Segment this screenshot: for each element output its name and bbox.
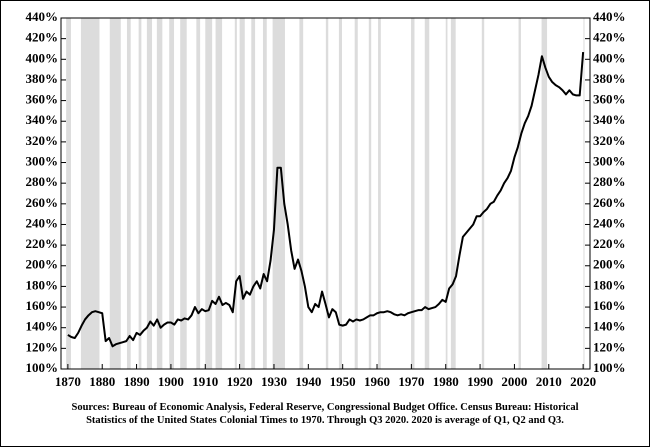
x-tick-label: 1880: [89, 374, 115, 389]
y-tick-label: 140%: [26, 319, 59, 334]
y-tick-label: 240%: [26, 215, 59, 230]
recession-band: [215, 18, 223, 369]
y-tick-label: 160%: [26, 298, 59, 313]
recession-band: [146, 18, 153, 369]
y-tick-label: 200%: [26, 257, 59, 272]
y2-tick-label: 420%: [593, 30, 626, 45]
y-tick-label: 100%: [26, 360, 59, 375]
y2-tick-label: 100%: [593, 360, 626, 375]
y-tick-label: 360%: [26, 92, 59, 107]
recession-band: [196, 18, 201, 369]
recession-band: [354, 18, 358, 369]
y2-tick-label: 180%: [593, 277, 626, 292]
recession-band: [518, 18, 521, 369]
y2-tick-label: 120%: [593, 339, 626, 354]
recession-band: [180, 18, 187, 369]
recession-band: [80, 18, 100, 369]
recession-band: [156, 18, 163, 369]
y-tick-label: 260%: [26, 195, 59, 210]
x-tick-label: 1950: [330, 374, 356, 389]
recession-band: [368, 18, 372, 369]
y2-tick-label: 280%: [593, 174, 626, 189]
recession-band: [169, 18, 175, 369]
x-tick-label: 2010: [536, 374, 562, 389]
y2-tick-label: 260%: [593, 195, 626, 210]
x-tick-label: 1870: [55, 374, 81, 389]
recession-band: [239, 18, 245, 369]
y2-tick-label: 300%: [593, 154, 626, 169]
y-tick-label: 300%: [26, 154, 59, 169]
x-tick-label: 1890: [124, 374, 150, 389]
y-tick-label: 420%: [26, 30, 59, 45]
recession-band: [66, 18, 71, 369]
source-note: Sources: Bureau of Economic Analysis, Fe…: [0, 401, 650, 427]
y2-tick-label: 220%: [593, 236, 626, 251]
y2-tick-label: 400%: [593, 50, 626, 65]
recession-band: [205, 18, 213, 369]
recession-band: [272, 18, 285, 369]
x-tick-label: 1970: [398, 374, 424, 389]
y-tick-label: 280%: [26, 174, 59, 189]
x-tick-label: 2020: [570, 374, 596, 389]
recession-band: [299, 18, 304, 369]
recession-band: [109, 18, 121, 369]
recession-band: [338, 18, 342, 369]
source-line: Sources: Bureau of Economic Analysis, Fe…: [71, 402, 579, 413]
y-tick-label: 220%: [26, 236, 59, 251]
y2-tick-label: 340%: [593, 112, 626, 127]
y2-tick-label: 360%: [593, 92, 626, 107]
y2-tick-label: 140%: [593, 319, 626, 334]
x-tick-label: 1960: [364, 374, 390, 389]
x-tick-label: 1940: [295, 374, 321, 389]
plot-border: [60, 17, 591, 370]
y2-tick-label: 160%: [593, 298, 626, 313]
recession-band: [138, 18, 142, 369]
y-tick-label: 380%: [26, 71, 59, 86]
recession-band: [378, 18, 381, 369]
y-tick-label: 440%: [26, 9, 59, 24]
recession-band: [325, 18, 329, 369]
y2-tick-label: 320%: [593, 133, 626, 148]
recession-band: [251, 18, 256, 369]
x-tick-label: 2000: [501, 374, 527, 389]
recession-band: [424, 18, 430, 369]
data-line: [67, 51, 585, 348]
y-tick-label: 180%: [26, 277, 59, 292]
recession-band: [541, 18, 548, 369]
recession-band: [481, 18, 485, 369]
y-tick-label: 340%: [26, 112, 59, 127]
y2-tick-label: 380%: [593, 71, 626, 86]
recession-band: [234, 18, 237, 369]
recession-band: [262, 18, 267, 369]
x-tick-label: 1900: [158, 374, 184, 389]
recession-band: [126, 18, 131, 369]
x-tick-label: 1990: [467, 374, 493, 389]
x-tick-label: 1920: [227, 374, 253, 389]
x-tick-label: 1930: [261, 374, 287, 389]
source-line: Statistics of the United States Colonial…: [86, 415, 564, 426]
y-tick-label: 400%: [26, 50, 59, 65]
recession-band: [583, 18, 585, 369]
recession-band: [445, 18, 448, 369]
recession-band: [450, 18, 456, 369]
x-tick-label: 1910: [192, 374, 218, 389]
y-tick-label: 120%: [26, 339, 59, 354]
y2-tick-label: 240%: [593, 215, 626, 230]
y2-tick-label: 200%: [593, 257, 626, 272]
y-tick-label: 320%: [26, 133, 59, 148]
y2-tick-label: 440%: [593, 9, 626, 24]
x-tick-label: 1980: [433, 374, 459, 389]
recession-band: [411, 18, 415, 369]
